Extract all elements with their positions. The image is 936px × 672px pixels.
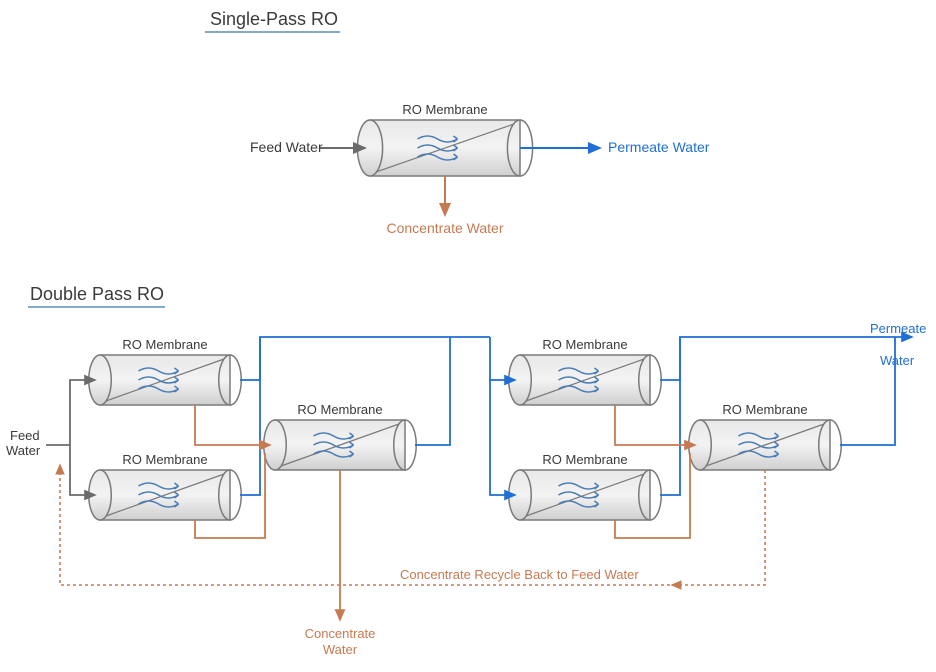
single-pass-title: Single-Pass RO: [210, 9, 338, 29]
permeate-label: Permeate: [870, 321, 926, 336]
permeate-label: Permeate Water: [608, 139, 710, 155]
conc-m4-m6: [615, 405, 695, 445]
perm-bus-3: [415, 337, 450, 445]
membrane-label: RO Membrane: [122, 337, 207, 352]
membrane-label: RO Membrane: [542, 452, 627, 467]
feed-label: Feed Water: [250, 139, 323, 155]
ro-membrane: RO Membrane: [89, 452, 242, 520]
membrane-label: RO Membrane: [542, 337, 627, 352]
feed-label: Feed: [10, 428, 40, 443]
membrane-label: RO Membrane: [722, 402, 807, 417]
ro-membrane: RO Membrane: [689, 402, 842, 470]
concentrate-label: Concentrate: [305, 626, 376, 641]
perm-bus-2: [240, 337, 260, 495]
ro-membrane: RO Membrane: [357, 102, 532, 176]
feed-label2: Water: [6, 443, 41, 458]
perm-bus-4: [660, 337, 895, 380]
ro-membrane: RO Membrane: [509, 452, 662, 520]
concentrate-label: Concentrate Water: [387, 220, 504, 236]
ro-membrane: RO Membrane: [509, 337, 662, 405]
membrane-label: RO Membrane: [122, 452, 207, 467]
concentrate-label2: Water: [323, 642, 358, 657]
ro-membrane: RO Membrane: [264, 402, 417, 470]
ro-membrane: RO Membrane: [89, 337, 242, 405]
conc-m1-m3: [195, 405, 270, 445]
permeate-label2: Water: [880, 353, 915, 368]
bus-to-m5: [490, 337, 515, 495]
membrane-label: RO Membrane: [402, 102, 487, 117]
membrane-label: RO Membrane: [297, 402, 382, 417]
double-pass-title: Double Pass RO: [30, 284, 164, 304]
perm-bus-5: [660, 337, 680, 495]
recycle-label: Concentrate Recycle Back to Feed Water: [400, 567, 639, 582]
perm-bus-1: [240, 337, 490, 380]
